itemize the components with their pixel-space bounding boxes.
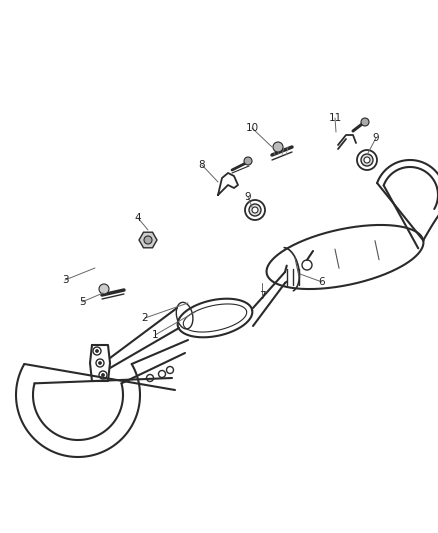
Text: 11: 11 [328,113,342,123]
Text: 8: 8 [199,160,205,170]
Circle shape [99,284,109,294]
Text: 9: 9 [245,192,251,202]
Text: 2: 2 [141,313,148,323]
Circle shape [95,350,99,352]
Text: 5: 5 [79,297,85,307]
Text: 7: 7 [259,291,265,301]
Text: 9: 9 [373,133,379,143]
Text: 6: 6 [319,277,325,287]
Circle shape [249,204,261,216]
Circle shape [361,154,373,166]
Text: 3: 3 [62,275,68,285]
Circle shape [273,142,283,152]
Text: 1: 1 [152,330,158,340]
Circle shape [144,236,152,244]
Circle shape [364,157,370,163]
Circle shape [252,207,258,213]
Circle shape [102,374,105,376]
Circle shape [99,361,102,365]
Text: 10: 10 [245,123,258,133]
Circle shape [244,157,252,165]
Circle shape [361,118,369,126]
Text: 4: 4 [135,213,141,223]
